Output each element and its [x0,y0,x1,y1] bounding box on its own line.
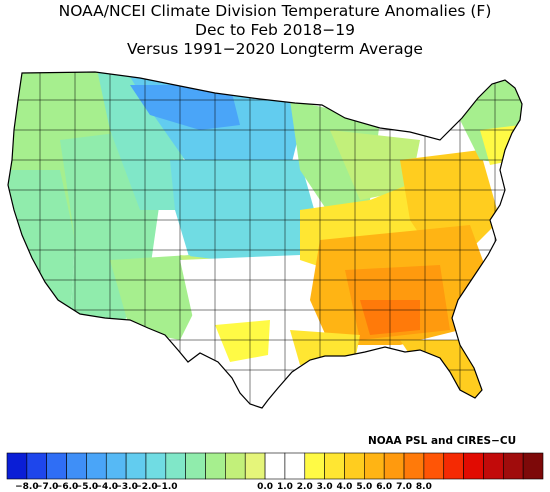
legend-swatch [483,452,504,480]
legend-swatch [86,452,107,480]
legend-tick-label: 4.0 [337,482,353,492]
legend-swatch [26,452,48,480]
legend-tick-label: 0.0 [257,482,273,492]
legend-swatch [284,452,306,480]
legend-swatch [463,452,484,480]
legend-swatch [66,452,87,480]
region-southwest [110,255,200,340]
map-title: NOAA/NCEI Climate Division Temperature A… [0,2,550,59]
legend-swatch [522,452,544,480]
region-great-lakes [330,130,420,200]
title-line-1: NOAA/NCEI Climate Division Temperature A… [58,2,492,20]
legend-swatch [264,452,286,480]
legend-tick-label: −4.0 [95,482,118,492]
legend-tick-label: 5.0 [356,482,372,492]
legend-swatch [403,452,425,480]
legend-tick-label: −2.0 [134,482,157,492]
legend-tick-label: 1.0 [277,482,293,492]
region-central-texas [215,320,270,362]
title-line-2: Dec to Feb 2018−19 [195,21,355,39]
legend-swatch [225,452,246,480]
legend-swatch [304,452,325,480]
map-credit: NOAA PSL and CIRES−CU [368,435,517,447]
legend-swatch [383,452,405,480]
legend-tick-label: −8.0 [15,482,38,492]
region-northern-plains-core [130,85,240,130]
division-grid [8,72,522,408]
region-florida [400,340,490,400]
legend-swatch [244,452,266,480]
legend-swatch [443,452,464,480]
legend-swatch [105,452,127,480]
legend-tick-label: −3.0 [114,482,137,492]
legend-tick-label: 8.0 [416,482,432,492]
legend-tick-label: 2.0 [297,482,313,492]
color-legend: −8.0−7.0−6.0−5.0−4.0−3.0−2.0−1.0 0.0 1.0 2.… [6,452,544,492]
legend-tick-label: −1.0 [154,482,177,492]
legend-swatch [324,452,345,480]
legend-tick-label: −7.0 [35,482,58,492]
legend-swatch [205,452,226,480]
legend-tick-label: 6.0 [376,482,392,492]
legend-tick-label: 7.0 [396,482,412,492]
legend-tick-label: −5.0 [75,482,98,492]
legend-swatch [423,452,445,480]
legend-swatch [502,452,524,480]
legend-swatch [6,452,28,480]
us-climate-division-map [7,71,523,409]
region-central-plains [170,160,320,265]
legend-swatch [185,452,206,480]
legend-tick-label: −6.0 [55,482,78,492]
legend-swatch [125,452,147,480]
legend-swatch [364,452,385,480]
legend-swatch [145,452,167,480]
legend-swatch [344,452,365,480]
legend-tick-label: 3.0 [317,482,333,492]
legend-swatch [165,452,186,480]
legend-swatch [46,452,67,480]
title-line-3: Versus 1991−2020 Longterm Average [127,40,423,58]
region-gulf-coast [290,330,360,365]
